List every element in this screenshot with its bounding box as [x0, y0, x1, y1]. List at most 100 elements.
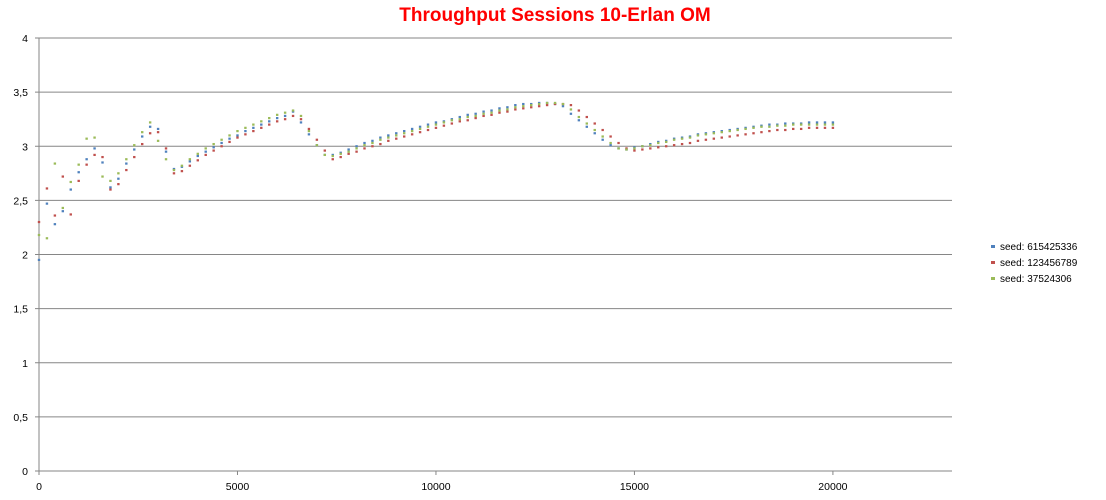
data-point [228, 137, 231, 140]
data-point [109, 179, 112, 182]
data-point [156, 131, 160, 134]
data-point [688, 141, 692, 145]
data-point [299, 114, 303, 118]
data-point [172, 168, 176, 172]
data-point [228, 134, 231, 137]
data-point [410, 129, 414, 133]
data-point [784, 124, 787, 127]
data-point [141, 142, 144, 146]
data-point [545, 101, 549, 105]
data-point [704, 138, 708, 141]
data-point [672, 138, 676, 141]
x-tick-label: 0 [36, 481, 42, 493]
data-point [363, 147, 366, 150]
data-point [617, 141, 620, 145]
data-point [69, 188, 72, 191]
series-2 [37, 102, 835, 224]
y-tick-label: 2,5 [13, 195, 28, 207]
data-point [403, 135, 406, 138]
data-point [553, 101, 557, 105]
data-point [323, 153, 327, 157]
data-point [363, 141, 366, 145]
data-point [649, 144, 652, 147]
data-point [37, 220, 41, 224]
data-point [823, 126, 827, 129]
data-point [212, 142, 215, 146]
data-point [141, 135, 144, 138]
data-point [768, 123, 771, 126]
data-point [93, 153, 96, 157]
x-tick-labels: 0 5000 10000 15000 20000 [36, 481, 848, 493]
data-point [125, 168, 128, 172]
data-point [752, 126, 755, 129]
legend-marker [991, 261, 995, 264]
data-point [363, 144, 366, 147]
x-tick-label: 20000 [818, 481, 847, 493]
legend-label: seed: 615425336 [1000, 242, 1078, 253]
data-point [720, 136, 723, 139]
data-point [315, 144, 319, 147]
data-point [418, 131, 422, 134]
data-point [561, 102, 565, 106]
data-point [133, 155, 136, 159]
data-point [347, 150, 350, 153]
data-point [252, 126, 255, 129]
data-point [236, 134, 239, 137]
data-point [355, 145, 358, 148]
data-point [85, 137, 88, 140]
data-point [807, 126, 811, 129]
data-point [61, 206, 65, 210]
data-point [831, 126, 835, 129]
data-point [148, 121, 152, 124]
data-point [426, 123, 430, 126]
data-point [283, 118, 287, 121]
data-point [85, 158, 88, 161]
data-point [275, 117, 279, 120]
data-point [736, 134, 739, 137]
data-point [77, 171, 80, 174]
data-point [204, 150, 207, 153]
data-point [784, 122, 787, 125]
data-point [831, 121, 835, 124]
data-point [561, 105, 565, 108]
data-point [466, 113, 469, 116]
data-point [482, 110, 485, 113]
data-point [156, 127, 160, 131]
data-point [172, 172, 176, 175]
data-point [664, 140, 668, 144]
data-point [236, 129, 239, 133]
data-point [93, 147, 96, 150]
data-point [315, 138, 319, 141]
data-point [696, 134, 700, 137]
data-point [387, 134, 390, 137]
data-point [823, 123, 827, 126]
data-point [490, 113, 493, 116]
x-tick-label: 5000 [226, 481, 250, 493]
data-point [53, 214, 57, 217]
data-point [164, 150, 168, 153]
data-point [688, 136, 692, 139]
data-point [490, 111, 493, 114]
data-point [45, 237, 49, 240]
data-point [244, 126, 247, 129]
plot-area [37, 101, 835, 262]
data-point [514, 104, 517, 107]
data-point [498, 107, 501, 110]
data-point [680, 142, 684, 146]
data-point [760, 125, 763, 128]
data-point [347, 148, 350, 151]
data-point [252, 123, 255, 126]
data-point [712, 137, 716, 140]
data-point [395, 132, 398, 135]
data-point [275, 120, 279, 123]
data-point [657, 146, 660, 149]
data-point [77, 163, 80, 166]
data-point [244, 133, 247, 136]
data-point [641, 145, 644, 148]
data-point [458, 118, 461, 121]
data-point [712, 132, 716, 135]
data-point [577, 115, 581, 119]
data-point [188, 158, 192, 161]
data-point [537, 105, 541, 108]
data-point [228, 140, 231, 144]
